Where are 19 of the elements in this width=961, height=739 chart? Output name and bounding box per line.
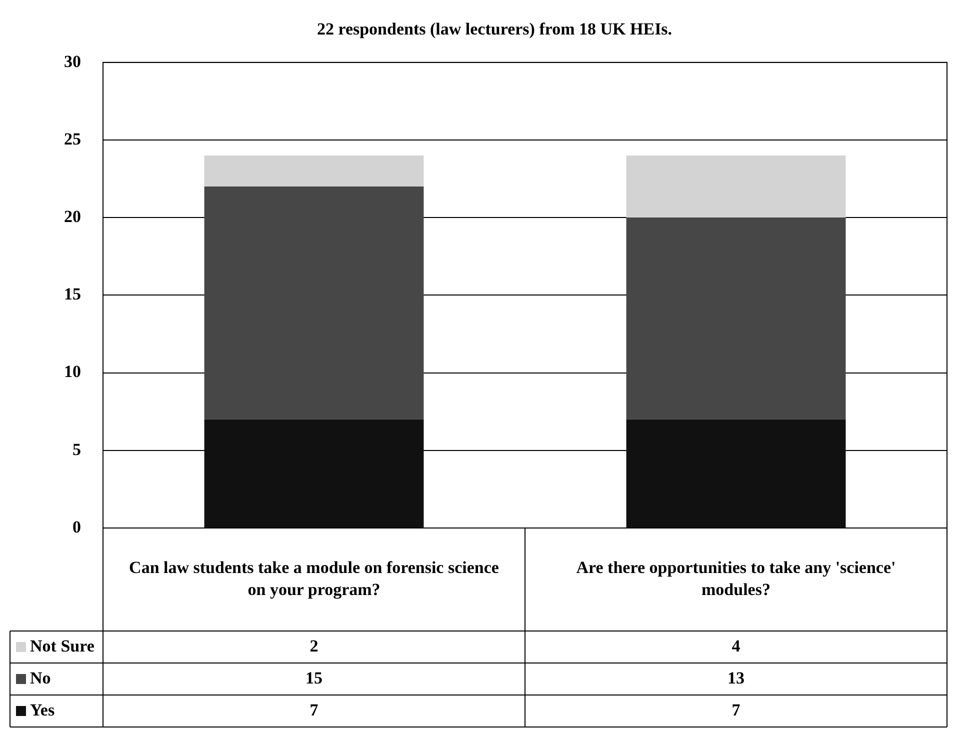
legend-label: Not Sure (30, 636, 95, 656)
data-label: 7 (310, 700, 319, 720)
legend-label: No (30, 668, 51, 688)
y-tick-label: 30 (64, 52, 81, 71)
chart-title: 22 respondents (law lecturers) from 18 UK HEIs. (316, 20, 672, 39)
data-label: 2 (310, 636, 318, 656)
x-tick-label: Can law students take a module on forensic science on your program? (129, 558, 500, 599)
data-label: 13 (728, 668, 744, 688)
x-tick-label: Are there opportunities to take any 'science' modules? (576, 558, 896, 599)
y-tick-label: 5 (72, 440, 81, 459)
data-label: 7 (732, 700, 741, 720)
data-label: 15 (306, 668, 322, 688)
y-tick-label: 15 (64, 284, 81, 304)
y-tick-label: 10 (64, 362, 81, 382)
y-tick-label: 25 (64, 129, 81, 148)
data-label: 4 (732, 636, 741, 656)
y-tick-label: 0 (72, 517, 81, 536)
legend-label: Yes (30, 700, 55, 720)
y-tick-label: 20 (64, 206, 81, 226)
